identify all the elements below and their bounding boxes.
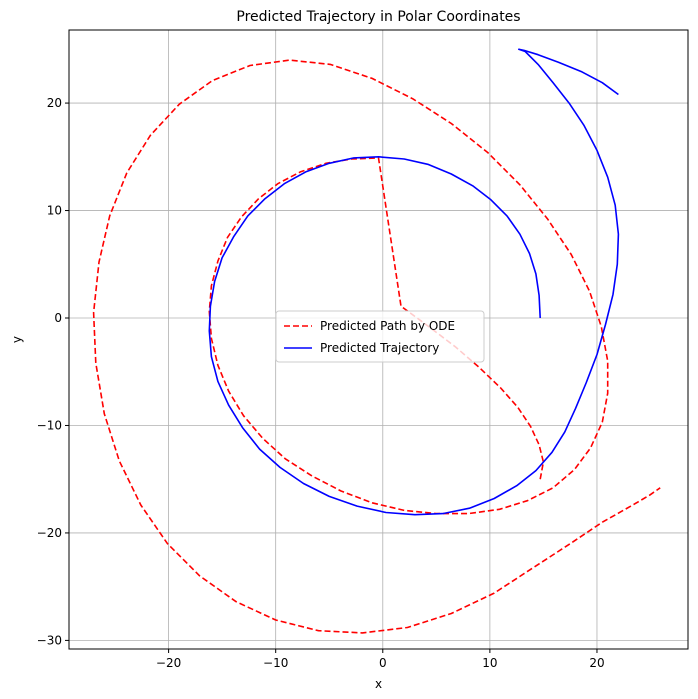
- x-axis-label: x: [375, 677, 382, 691]
- chart-title: Predicted Trajectory in Polar Coordinate…: [236, 9, 520, 25]
- x-tick-label: 0: [379, 656, 387, 670]
- legend-label-2: Predicted Trajectory: [320, 341, 439, 355]
- x-tick-label: 20: [589, 656, 604, 670]
- legend: Predicted Path by ODE Predicted Trajector…: [275, 310, 485, 363]
- x-tick-label: −10: [263, 656, 288, 670]
- y-tick-label: 10: [47, 204, 62, 218]
- y-tick-label: −20: [37, 526, 62, 540]
- x-tick-label: −20: [156, 656, 181, 670]
- x-tick-label: 10: [482, 656, 497, 670]
- series-layer: [92, 48, 661, 634]
- y-tick-label: 20: [47, 96, 62, 110]
- plot-frame: [68, 29, 689, 650]
- ticks: −20 −10 0 10 20 −30 −20 −10 0 10 20: [37, 96, 605, 670]
- y-tick-label: −30: [37, 633, 62, 647]
- series-line-1: [92, 59, 661, 634]
- y-axis-label: y: [10, 336, 24, 343]
- y-tick-label: 0: [54, 311, 62, 325]
- legend-box: [275, 310, 485, 363]
- series-line-2: [208, 48, 620, 516]
- y-tick-label: −10: [37, 418, 62, 432]
- legend-label-1: Predicted Path by ODE: [320, 319, 455, 333]
